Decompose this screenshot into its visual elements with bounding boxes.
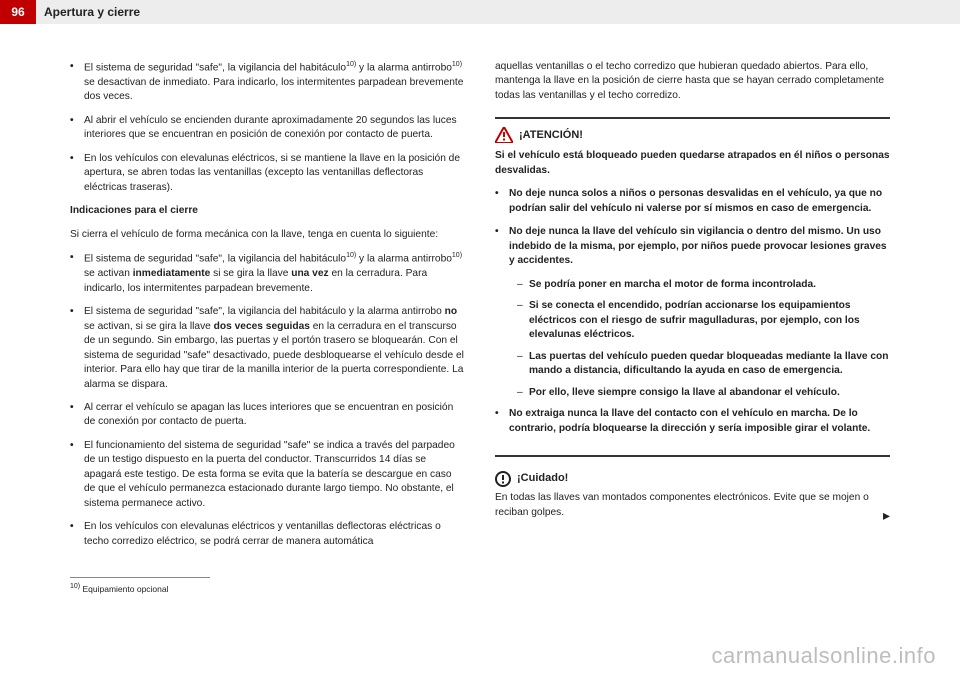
list-item: •En los vehículos con elevalunas eléctri… xyxy=(70,152,465,195)
page-header: 96 Apertura y cierre xyxy=(0,0,960,24)
list-item-text: No deje nunca solos a niños o personas d… xyxy=(509,187,890,216)
warning-title-row: ¡ATENCIÓN! xyxy=(495,127,890,143)
bullet-dot-icon: • xyxy=(70,520,84,549)
warning-subitem-text: Se podría poner en marcha el motor de fo… xyxy=(529,278,890,292)
warning-subitem: –Si se conecta el encendido, podrían acc… xyxy=(495,299,890,342)
warning-subitem: –Por ello, lleve siempre consigo la llav… xyxy=(495,386,890,400)
warning-box: ¡ATENCIÓN! Si el vehículo está bloqueado… xyxy=(495,117,890,457)
warning-subitem: –Las puertas del vehículo pueden quedar … xyxy=(495,350,890,379)
bullet-dot-icon: • xyxy=(495,407,509,436)
caution-title-row: ¡Cuidado! xyxy=(495,471,890,487)
warning-bullet-text: No extraiga nunca la llave del contacto … xyxy=(509,407,890,436)
list-item: •No deje nunca solos a niños o personas … xyxy=(495,187,890,216)
bullet-dot-icon: • xyxy=(70,401,84,430)
list-item-text: En los vehículos con elevalunas eléctric… xyxy=(84,520,465,549)
footnote-text: Equipamiento opcional xyxy=(83,584,169,594)
list-item-text: Al cerrar el vehículo se apagan las luce… xyxy=(84,401,465,430)
caution-text-content: En todas las llaves van montados compone… xyxy=(495,492,869,517)
content-area: •El sistema de seguridad "safe", la vigi… xyxy=(0,24,960,605)
warning-triangle-icon xyxy=(495,127,513,143)
dash-icon: – xyxy=(517,350,529,379)
list-item-text: En los vehículos con elevalunas eléctric… xyxy=(84,152,465,195)
list-item-text: El sistema de seguridad "safe", la vigil… xyxy=(84,305,465,392)
section-title: Apertura y cierre xyxy=(36,0,960,24)
caution-circle-icon xyxy=(495,471,511,487)
bullet-dot-icon: • xyxy=(70,305,84,392)
subheading-close: Indicaciones para el cierre xyxy=(70,204,465,218)
bullet-dot-icon: • xyxy=(495,225,509,268)
bullet-dot-icon: • xyxy=(495,187,509,216)
footnote-marker: 10) xyxy=(70,583,80,590)
list-item-text: No deje nunca la llave del vehículo sin … xyxy=(509,225,890,268)
left-column: •El sistema de seguridad "safe", la vigi… xyxy=(70,60,465,595)
list-item: •El sistema de seguridad "safe", la vigi… xyxy=(70,60,465,105)
list-item: •El sistema de seguridad "safe", la vigi… xyxy=(70,251,465,296)
warning-bullet-list: •No deje nunca solos a niños o personas … xyxy=(495,187,890,268)
right-column: aquellas ventanillas o el techo corrediz… xyxy=(495,60,890,595)
list-item-text: El sistema de seguridad "safe", la vigil… xyxy=(84,251,465,296)
bullet-list-bottom: •El sistema de seguridad "safe", la vigi… xyxy=(70,251,465,549)
warning-sublist: –Se podría poner en marcha el motor de f… xyxy=(495,278,890,400)
bullet-dot-icon: • xyxy=(70,60,84,105)
warning-intro: Si el vehículo está bloqueado pueden que… xyxy=(495,149,890,178)
list-item: •El funcionamiento del sistema de seguri… xyxy=(70,439,465,511)
list-item: •Al abrir el vehículo se encienden duran… xyxy=(70,114,465,143)
list-item-text: El funcionamiento del sistema de segurid… xyxy=(84,439,465,511)
bullet-dot-icon: • xyxy=(70,439,84,511)
caution-title: ¡Cuidado! xyxy=(517,471,568,487)
continuation-paragraph: aquellas ventanillas o el techo corrediz… xyxy=(495,60,890,103)
dash-icon: – xyxy=(517,299,529,342)
caution-text: En todas las llaves van montados compone… xyxy=(495,491,890,520)
close-intro: Si cierra el vehículo de forma mecánica … xyxy=(70,228,465,242)
warning-subitem-text: Las puertas del vehículo pueden quedar b… xyxy=(529,350,890,379)
watermark-text: carmanualsonline.info xyxy=(711,643,936,669)
list-item-text: El sistema de seguridad "safe", la vigil… xyxy=(84,60,465,105)
list-item: •En los vehículos con elevalunas eléctri… xyxy=(70,520,465,549)
footnote-rule xyxy=(70,577,210,578)
list-item: •No deje nunca la llave del vehículo sin… xyxy=(495,225,890,268)
bullet-dot-icon: • xyxy=(70,251,84,296)
bullet-dot-icon: • xyxy=(70,114,84,143)
warning-subitem-text: Por ello, lleve siempre consigo la llave… xyxy=(529,386,890,400)
continue-arrow-icon: ▸ xyxy=(883,506,890,526)
list-item-text: Al abrir el vehículo se encienden durant… xyxy=(84,114,465,143)
warning-title: ¡ATENCIÓN! xyxy=(519,128,583,144)
warning-subitem: –Se podría poner en marcha el motor de f… xyxy=(495,278,890,292)
list-item: •Al cerrar el vehículo se apagan las luc… xyxy=(70,401,465,430)
warning-bullet-last: • No extraiga nunca la llave del contact… xyxy=(495,407,890,436)
dash-icon: – xyxy=(517,386,529,400)
page: 96 Apertura y cierre •El sistema de segu… xyxy=(0,0,960,679)
page-number: 96 xyxy=(0,0,36,24)
footnote: 10) Equipamiento opcional xyxy=(70,582,465,595)
dash-icon: – xyxy=(517,278,529,292)
list-item: •El sistema de seguridad "safe", la vigi… xyxy=(70,305,465,392)
warning-subitem-text: Si se conecta el encendido, podrían acci… xyxy=(529,299,890,342)
bullet-list-top: •El sistema de seguridad "safe", la vigi… xyxy=(70,60,465,195)
bullet-dot-icon: • xyxy=(70,152,84,195)
